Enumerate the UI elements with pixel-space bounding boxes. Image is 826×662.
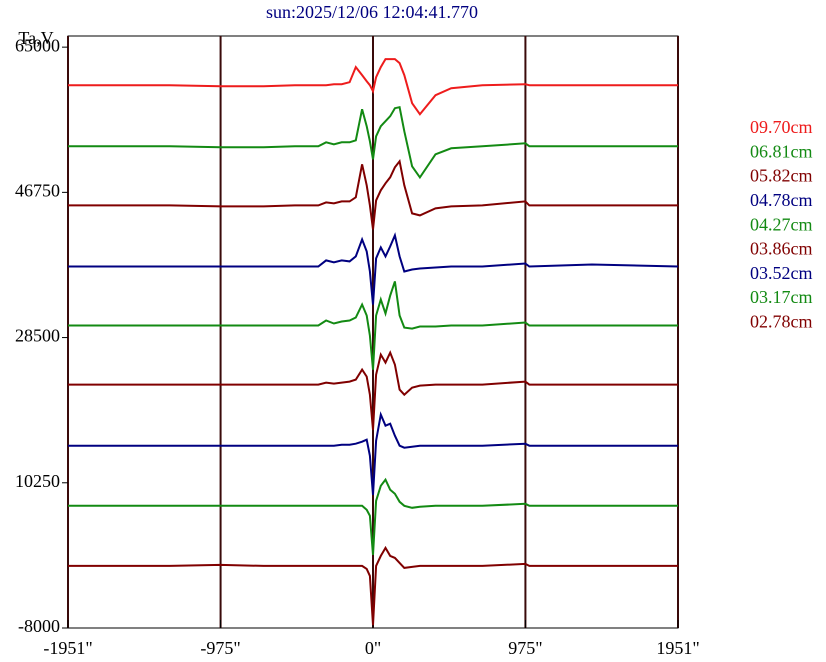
data-line bbox=[68, 477, 678, 555]
data-line bbox=[68, 545, 678, 626]
data-line bbox=[68, 58, 678, 116]
legend-label: 06.81cm bbox=[750, 141, 813, 161]
legend-label: 03.86cm bbox=[750, 239, 813, 259]
y-tick-label: 10250 bbox=[15, 471, 60, 491]
data-line bbox=[68, 350, 678, 430]
data-line bbox=[68, 232, 679, 305]
data-line bbox=[68, 106, 678, 180]
legend-label: 04.78cm bbox=[750, 190, 813, 210]
legend-label: 02.78cm bbox=[750, 312, 813, 332]
legend-label: 04.27cm bbox=[750, 214, 813, 234]
legend-label: 03.52cm bbox=[750, 263, 813, 283]
y-axis-label: Ta,V bbox=[18, 28, 53, 48]
y-tick-label: -8000 bbox=[18, 616, 60, 636]
x-tick-label: 0" bbox=[365, 638, 381, 658]
x-tick-label: -975" bbox=[200, 638, 240, 658]
data-line bbox=[68, 411, 678, 495]
x-tick-label: 975" bbox=[508, 638, 542, 658]
x-tick-label: 1951" bbox=[656, 638, 699, 658]
legend-label: 09.70cm bbox=[750, 117, 813, 137]
data-line bbox=[68, 281, 678, 370]
y-tick-label: 28500 bbox=[15, 326, 60, 346]
legend-label: 03.17cm bbox=[750, 287, 813, 307]
y-tick-label: 46750 bbox=[15, 180, 60, 200]
y-tick-label: 65000 bbox=[15, 35, 60, 55]
chart-title: sun:2025/12/06 12:04:41.770 bbox=[266, 2, 478, 22]
x-tick-label: -1951" bbox=[43, 638, 92, 658]
data-line bbox=[68, 158, 678, 230]
legend-label: 05.82cm bbox=[750, 166, 813, 186]
